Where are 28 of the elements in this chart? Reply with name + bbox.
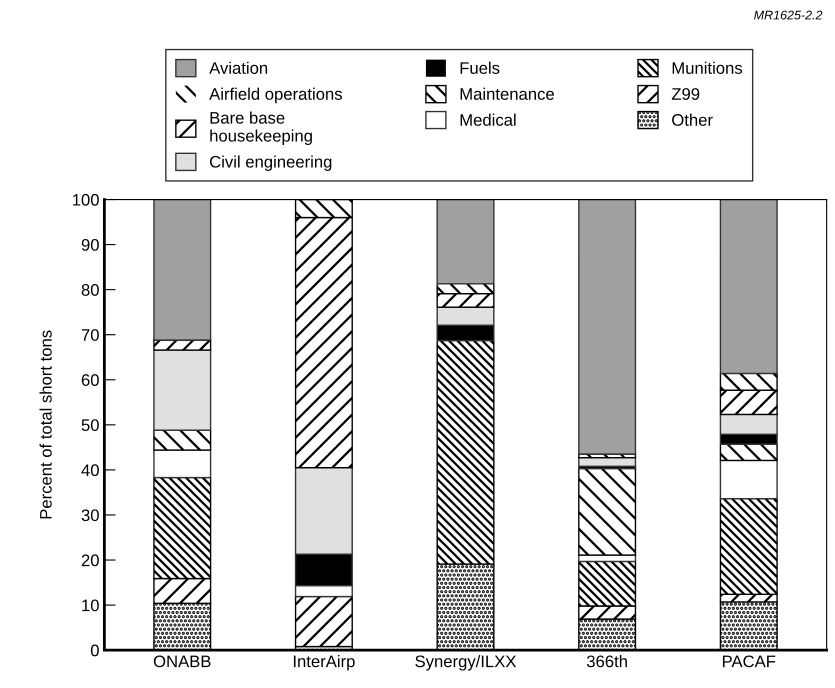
y-tick-label: 10	[82, 599, 99, 612]
x-tick-label: 366th	[586, 655, 627, 668]
legend-label: Z99	[672, 88, 700, 100]
y-tick-label: 0	[90, 644, 99, 656]
y-axis-title: Percent of total short tons	[40, 330, 52, 518]
y-tick-label: 80	[82, 284, 99, 296]
y-tick-label: 90	[82, 238, 99, 251]
legend-label: Other	[672, 114, 713, 126]
legend-label: Munitions	[672, 62, 742, 74]
y-tick-label: 70	[82, 329, 99, 341]
y-tick-label: 20	[82, 554, 99, 566]
x-tick-label: PACAF	[722, 655, 776, 668]
y-tick-label: 50	[82, 419, 99, 432]
x-tick-label: ONABB	[154, 655, 211, 668]
y-tick-label: 100	[72, 194, 99, 206]
legend-label: Medical	[460, 114, 516, 126]
y-tick-label: 30	[82, 509, 99, 522]
legend-label: Aviation	[209, 62, 268, 74]
y-tick-label: 40	[81, 464, 99, 476]
x-tick-label: InterAirp	[294, 655, 355, 671]
legend-label: Fuels	[460, 62, 500, 74]
x-tick-label: Synergy/ILXX	[415, 655, 516, 671]
legend-label: Bare base housekeeping	[210, 112, 312, 146]
legend-label: Maintenance	[460, 88, 554, 100]
legend-label: Civil engineering	[210, 155, 332, 171]
y-tick-label: 60	[82, 374, 99, 386]
legend-label: Airfield operations	[209, 88, 342, 104]
text: MR1625-2.2	[754, 10, 822, 20]
